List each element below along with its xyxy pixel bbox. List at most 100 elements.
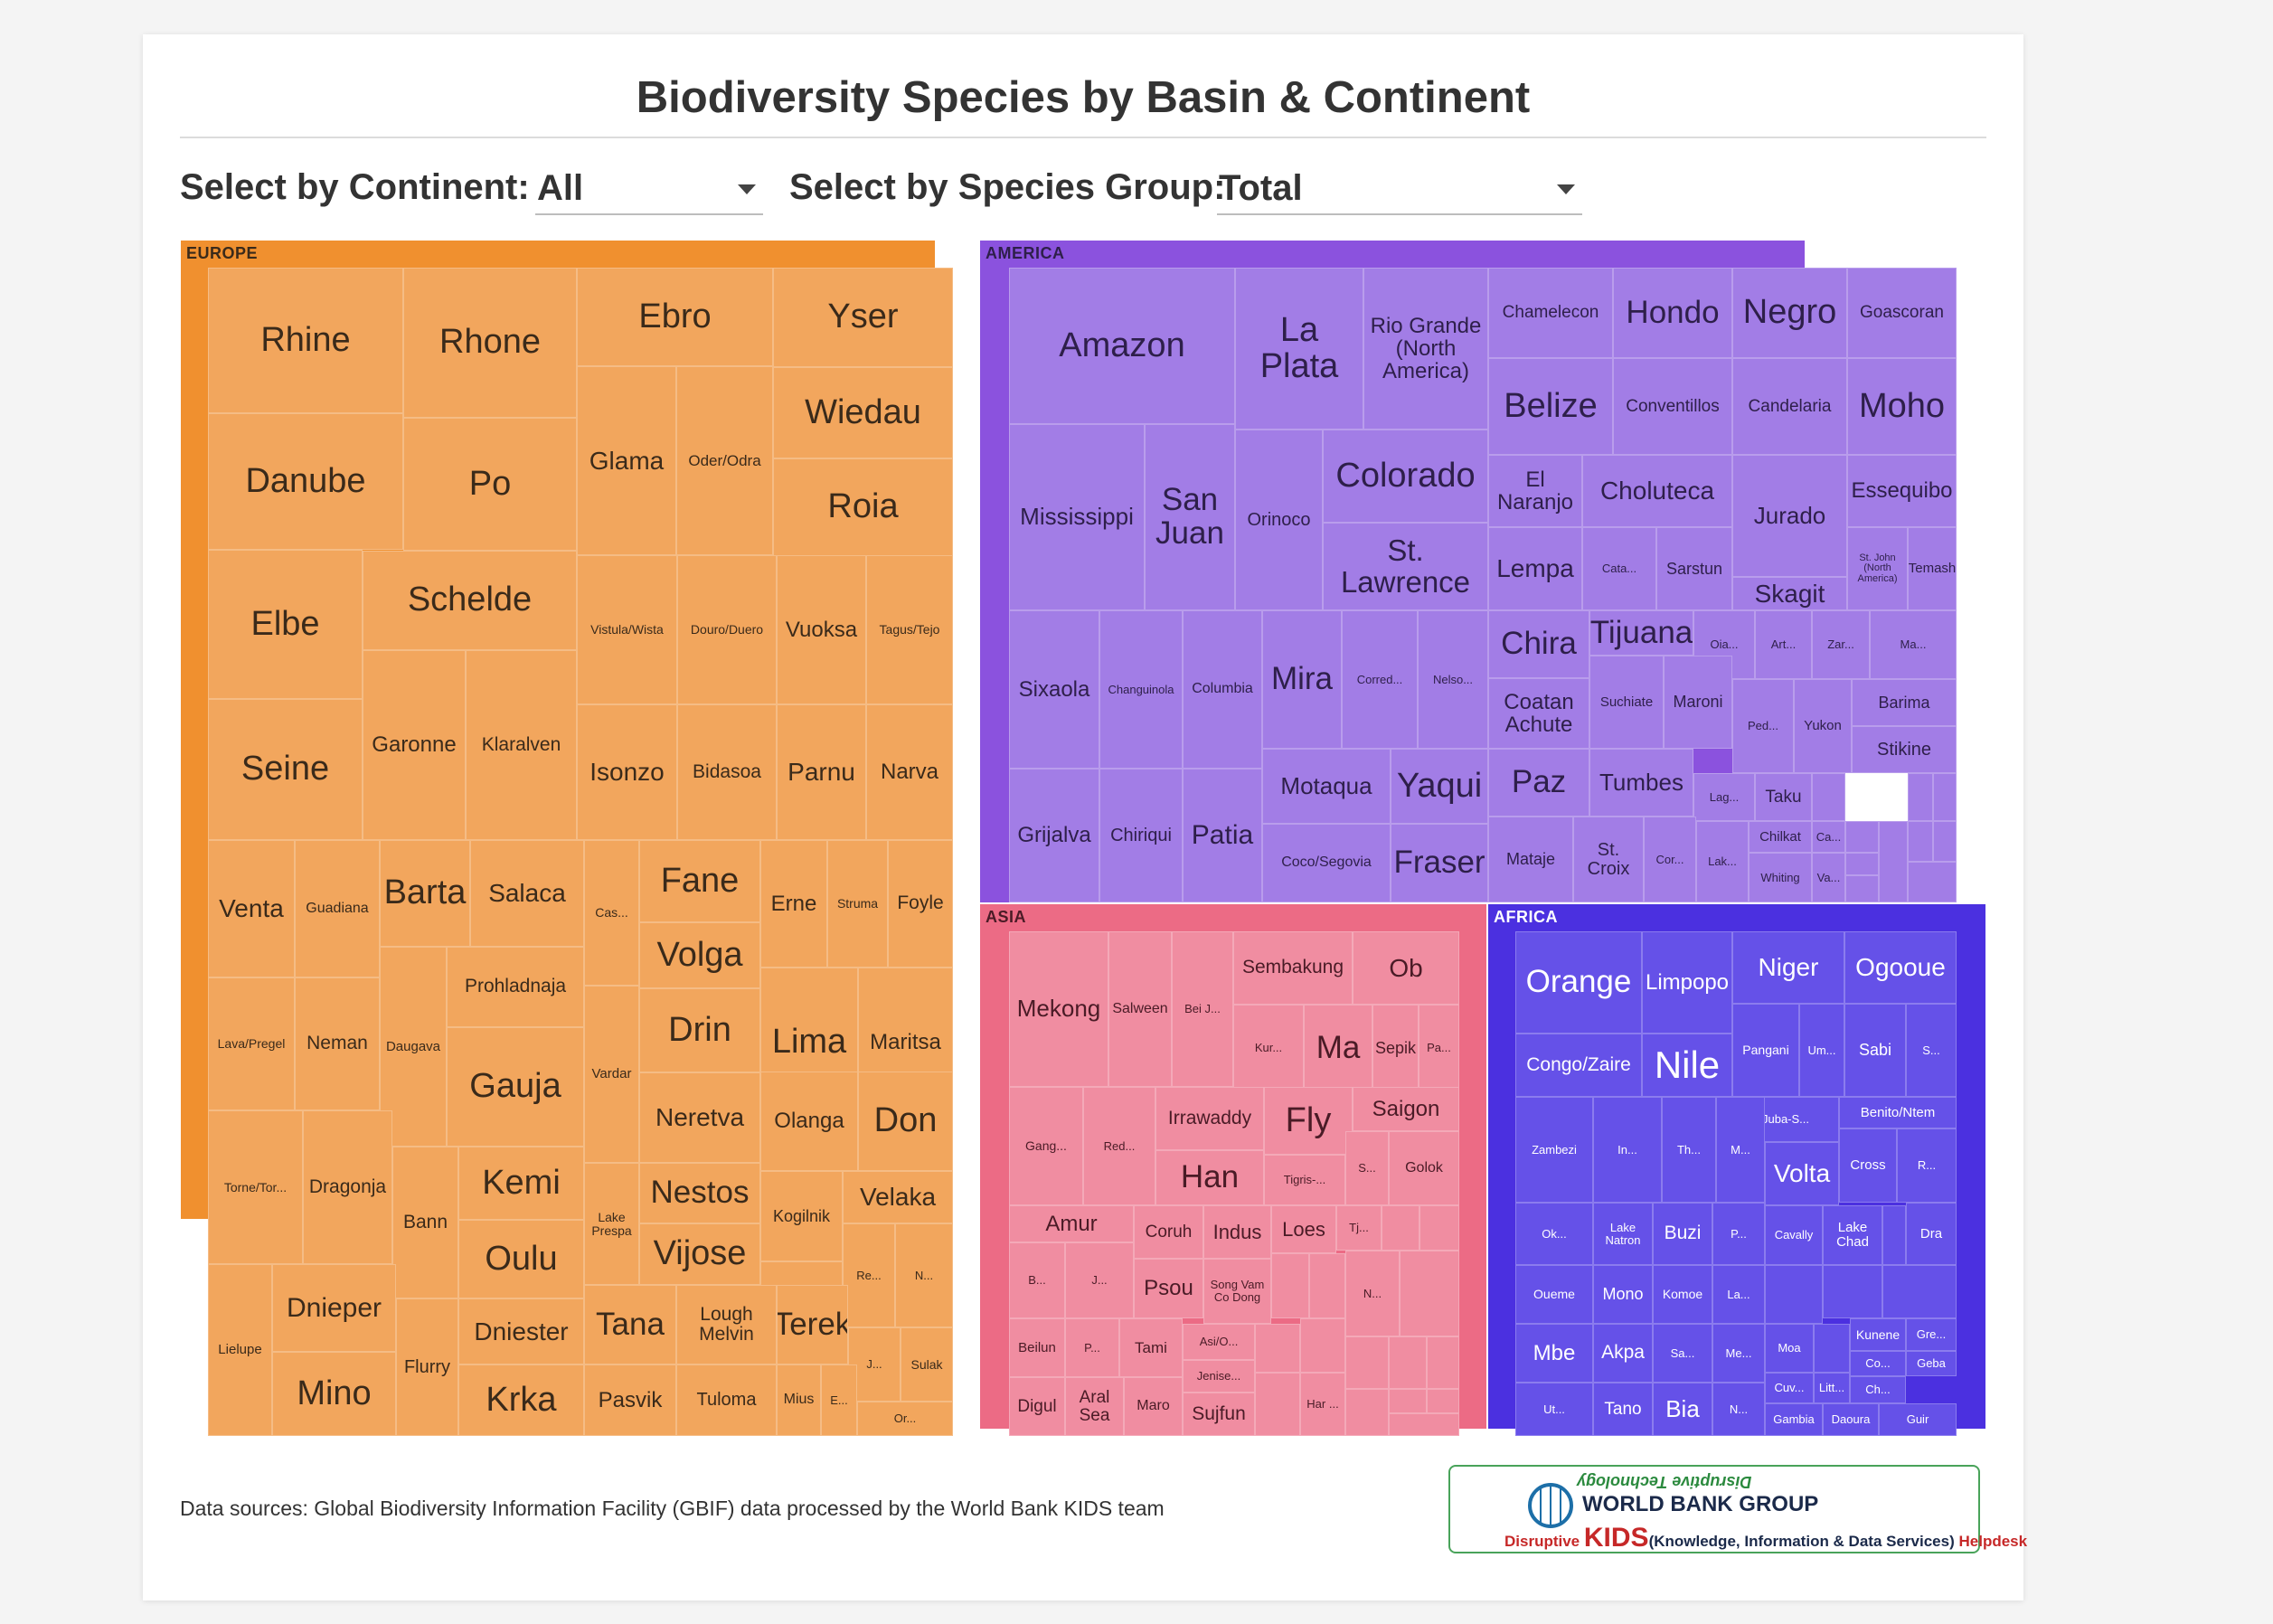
basin-tile[interactable]: Parnu [777,704,866,840]
basin-tile[interactable]: Fane [639,840,760,922]
basin-tile[interactable]: Columbia [1183,610,1262,769]
basin-tile[interactable]: S... [1345,1131,1389,1205]
basin-tile[interactable]: Velaka [843,1171,953,1223]
basin-tile[interactable]: Lake Natron [1593,1203,1653,1265]
basin-tile[interactable]: Barta [380,840,470,947]
basin-tile[interactable]: Ch... [1850,1376,1906,1403]
basin-tile[interactable]: Lake Prespa [584,1163,639,1285]
basin-tile[interactable]: Har ... [1300,1373,1345,1436]
basin-tile[interactable]: Sepik [1372,1005,1419,1091]
basin-tile[interactable]: Zar... [1812,610,1870,679]
basin-tile[interactable]: La Plata [1235,268,1363,430]
basin-tile[interactable]: Oueme [1515,1265,1593,1324]
basin-tile[interactable]: Va... [1812,853,1845,902]
basin-tile[interactable]: Kemi [458,1147,584,1220]
basin-tile[interactable]: Nile [1642,1034,1732,1097]
basin-tile[interactable]: Loes [1271,1205,1336,1253]
basin-tile[interactable]: Lak... [1696,821,1749,902]
basin-tile[interactable]: Red... [1083,1087,1155,1205]
basin-tile[interactable]: Re... [843,1223,895,1327]
basin-tile[interactable]: Cavally [1765,1205,1823,1265]
basin-tile[interactable]: Colorado [1323,430,1488,523]
basin-tile[interactable]: S... [1906,1004,1957,1097]
basin-tile[interactable]: Indus [1203,1205,1271,1259]
basin-tile[interactable]: Akpa [1593,1324,1653,1383]
basin-tile[interactable]: Oulu [458,1220,584,1298]
basin-tile[interactable]: Mira [1262,610,1342,749]
basin-tile[interactable]: Danube [208,413,403,550]
basin-tile[interactable]: Rhone [403,268,577,418]
basin-tile[interactable]: Sujfun [1183,1393,1255,1436]
basin-tile[interactable]: Mississippi [1009,424,1145,610]
basin-tile[interactable]: Changuinola [1099,610,1183,769]
basin-tile[interactable]: Nestos [639,1163,760,1223]
species-group-select[interactable]: Total [1217,165,1582,215]
basin-tile[interactable]: Corred... [1342,610,1418,749]
basin-tile[interactable]: Tana [584,1285,676,1364]
basin-tile[interactable]: Saigon [1353,1087,1459,1131]
basin-tile[interactable]: Tuloma [676,1364,777,1436]
basin-tile[interactable]: Aral Sea [1065,1377,1124,1436]
basin-tile[interactable]: Litt... [1814,1373,1850,1403]
basin-tile[interactable]: Moa [1765,1324,1814,1373]
basin-tile[interactable]: Skagit [1732,577,1847,610]
basin-tile[interactable]: Ut... [1515,1383,1593,1436]
basin-tile[interactable]: Sembakung [1233,931,1353,1005]
basin-tile-small[interactable] [1908,821,1933,862]
basin-tile[interactable]: Patia [1183,769,1262,902]
basin-tile[interactable]: Seine [208,699,363,840]
basin-tile[interactable]: Sa... [1653,1324,1712,1383]
basin-tile-small[interactable] [1389,1413,1459,1436]
basin-tile[interactable]: Temash [1908,527,1957,610]
basin-tile[interactable]: Barima [1852,679,1957,726]
basin-tile[interactable]: Pasvik [584,1364,676,1436]
basin-tile[interactable]: Jurado [1732,455,1847,577]
basin-tile[interactable]: Flurry [396,1298,458,1436]
basin-tile[interactable]: Chamelecon [1488,268,1613,358]
basin-tile[interactable]: Daugava [380,947,447,1147]
basin-tile[interactable]: B... [1009,1242,1065,1318]
basin-tile[interactable]: Neman [295,977,380,1110]
basin-tile[interactable]: Co... [1850,1351,1906,1376]
basin-tile[interactable]: Cata... [1582,527,1656,610]
basin-tile[interactable]: Gauja [447,1027,584,1147]
basin-tile[interactable]: Chiriqui [1099,769,1183,902]
basin-tile-small[interactable] [1814,1324,1850,1373]
basin-tile-small[interactable] [1345,1336,1389,1389]
basin-tile[interactable]: Coruh [1134,1205,1203,1259]
basin-tile[interactable]: Vuoksa [777,555,866,704]
basin-tile-small[interactable] [1309,1253,1345,1318]
basin-tile[interactable]: Chilkat [1749,821,1812,853]
basin-tile[interactable]: Tigris-... [1264,1155,1345,1205]
basin-tile[interactable]: Maroni [1664,656,1732,749]
basin-tile[interactable]: Mekong [1009,931,1108,1087]
basin-tile[interactable]: Prohladnaja [447,947,584,1027]
basin-tile[interactable]: Isonzo [577,704,677,840]
basin-tile[interactable]: Fly [1264,1087,1353,1155]
basin-tile[interactable]: P... [1065,1318,1119,1377]
basin-tile[interactable]: Paz [1488,749,1589,817]
basin-tile[interactable]: Conventillos [1613,358,1732,455]
basin-tile[interactable]: Digul [1009,1377,1065,1436]
basin-tile[interactable]: Cas... [584,840,639,986]
basin-tile[interactable]: Dnieper [272,1264,396,1352]
basin-tile[interactable]: Tijuana [1589,610,1693,656]
basin-tile[interactable]: Volga [639,922,760,988]
basin-tile[interactable]: In... [1593,1097,1662,1203]
basin-tile-small[interactable] [1882,1205,1906,1265]
basin-tile[interactable]: Venta [208,840,295,977]
basin-tile[interactable]: Lag... [1693,773,1755,821]
basin-tile-small[interactable] [1427,1389,1459,1413]
basin-tile-small[interactable] [1823,1265,1882,1318]
basin-tile[interactable]: Erne [760,840,827,968]
basin-tile-small[interactable] [1255,1373,1300,1436]
continent-select[interactable]: All [535,165,763,215]
basin-tile[interactable]: El Naranjo [1488,455,1582,527]
basin-tile[interactable]: Tumbes [1589,749,1693,817]
basin-tile[interactable]: Um... [1799,1004,1844,1097]
basin-tile-small[interactable] [1879,821,1908,902]
basin-tile[interactable]: Komoe [1653,1265,1712,1324]
basin-tile-small[interactable] [1908,862,1957,902]
basin-tile[interactable]: Fraser [1391,824,1488,902]
basin-tile-small[interactable] [1419,1205,1459,1251]
